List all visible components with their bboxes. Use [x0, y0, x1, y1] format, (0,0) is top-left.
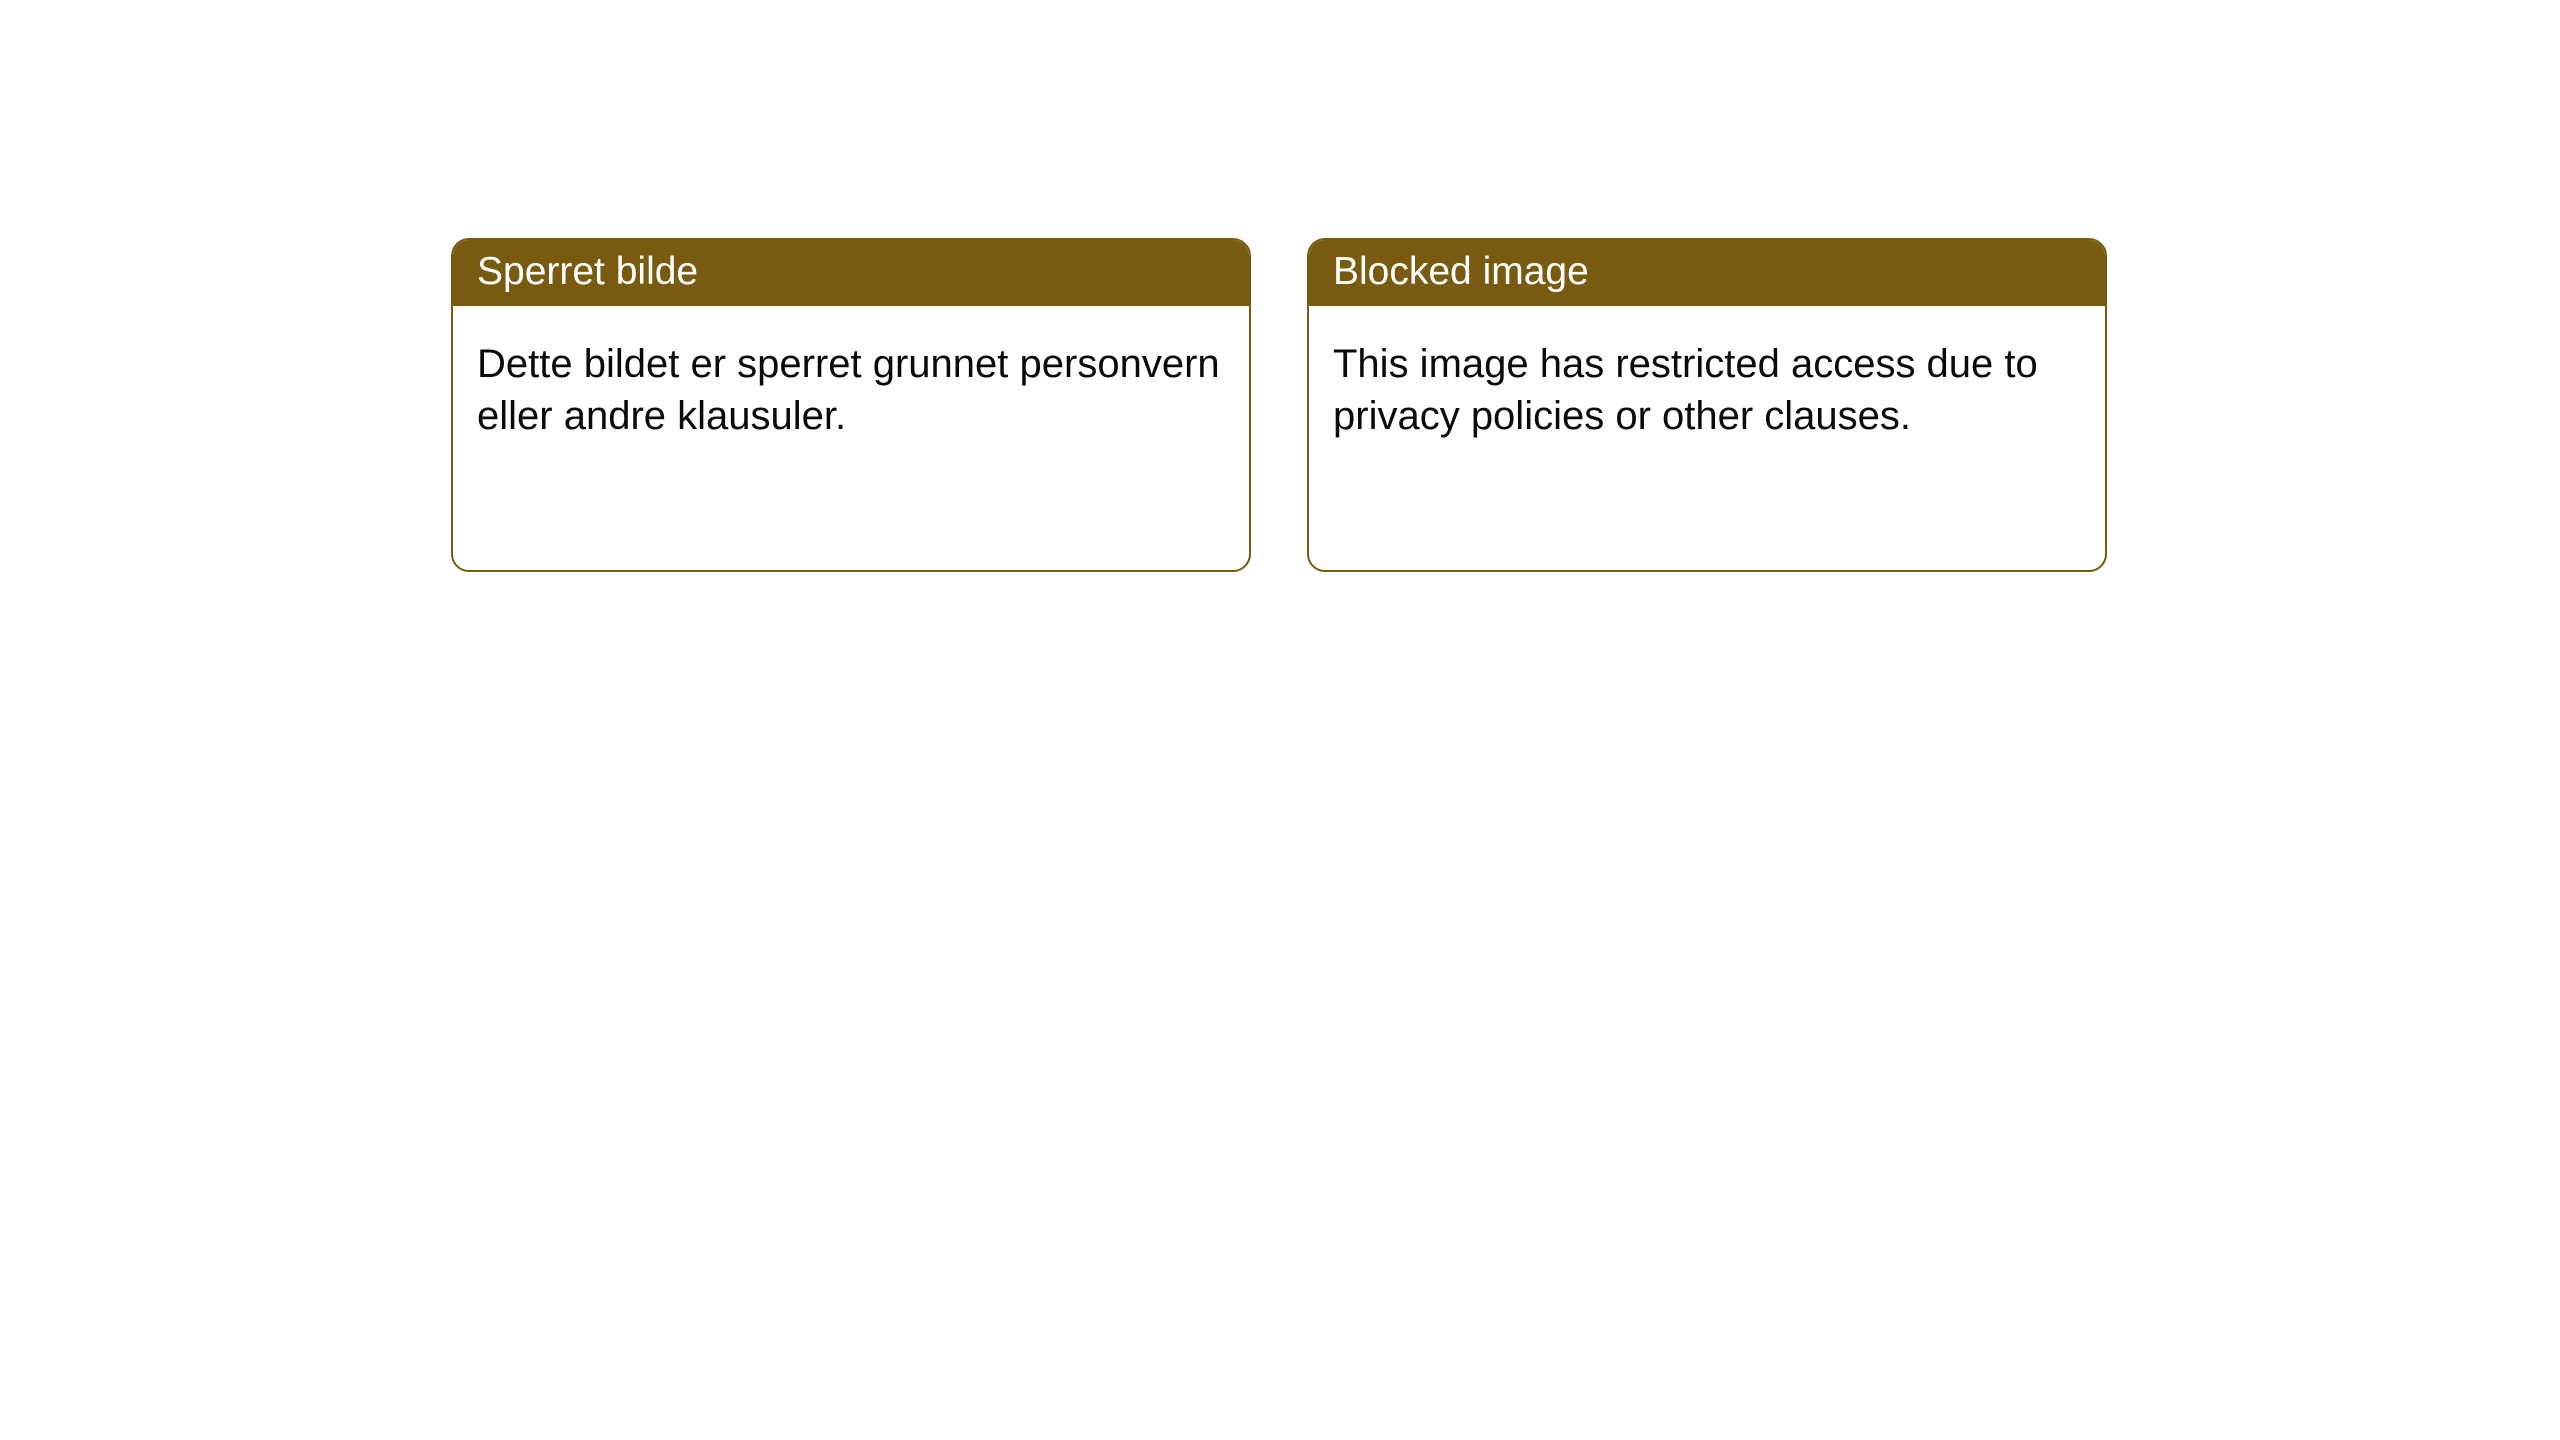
- blocked-image-panels: Sperret bilde Dette bildet er sperret gr…: [0, 0, 2560, 572]
- panel-header-no: Sperret bilde: [453, 240, 1249, 306]
- blocked-image-panel-en: Blocked image This image has restricted …: [1307, 238, 2107, 572]
- panel-header-en: Blocked image: [1309, 240, 2105, 306]
- blocked-image-panel-no: Sperret bilde Dette bildet er sperret gr…: [451, 238, 1251, 572]
- panel-body-no: Dette bildet er sperret grunnet personve…: [453, 306, 1249, 474]
- panel-body-en: This image has restricted access due to …: [1309, 306, 2105, 474]
